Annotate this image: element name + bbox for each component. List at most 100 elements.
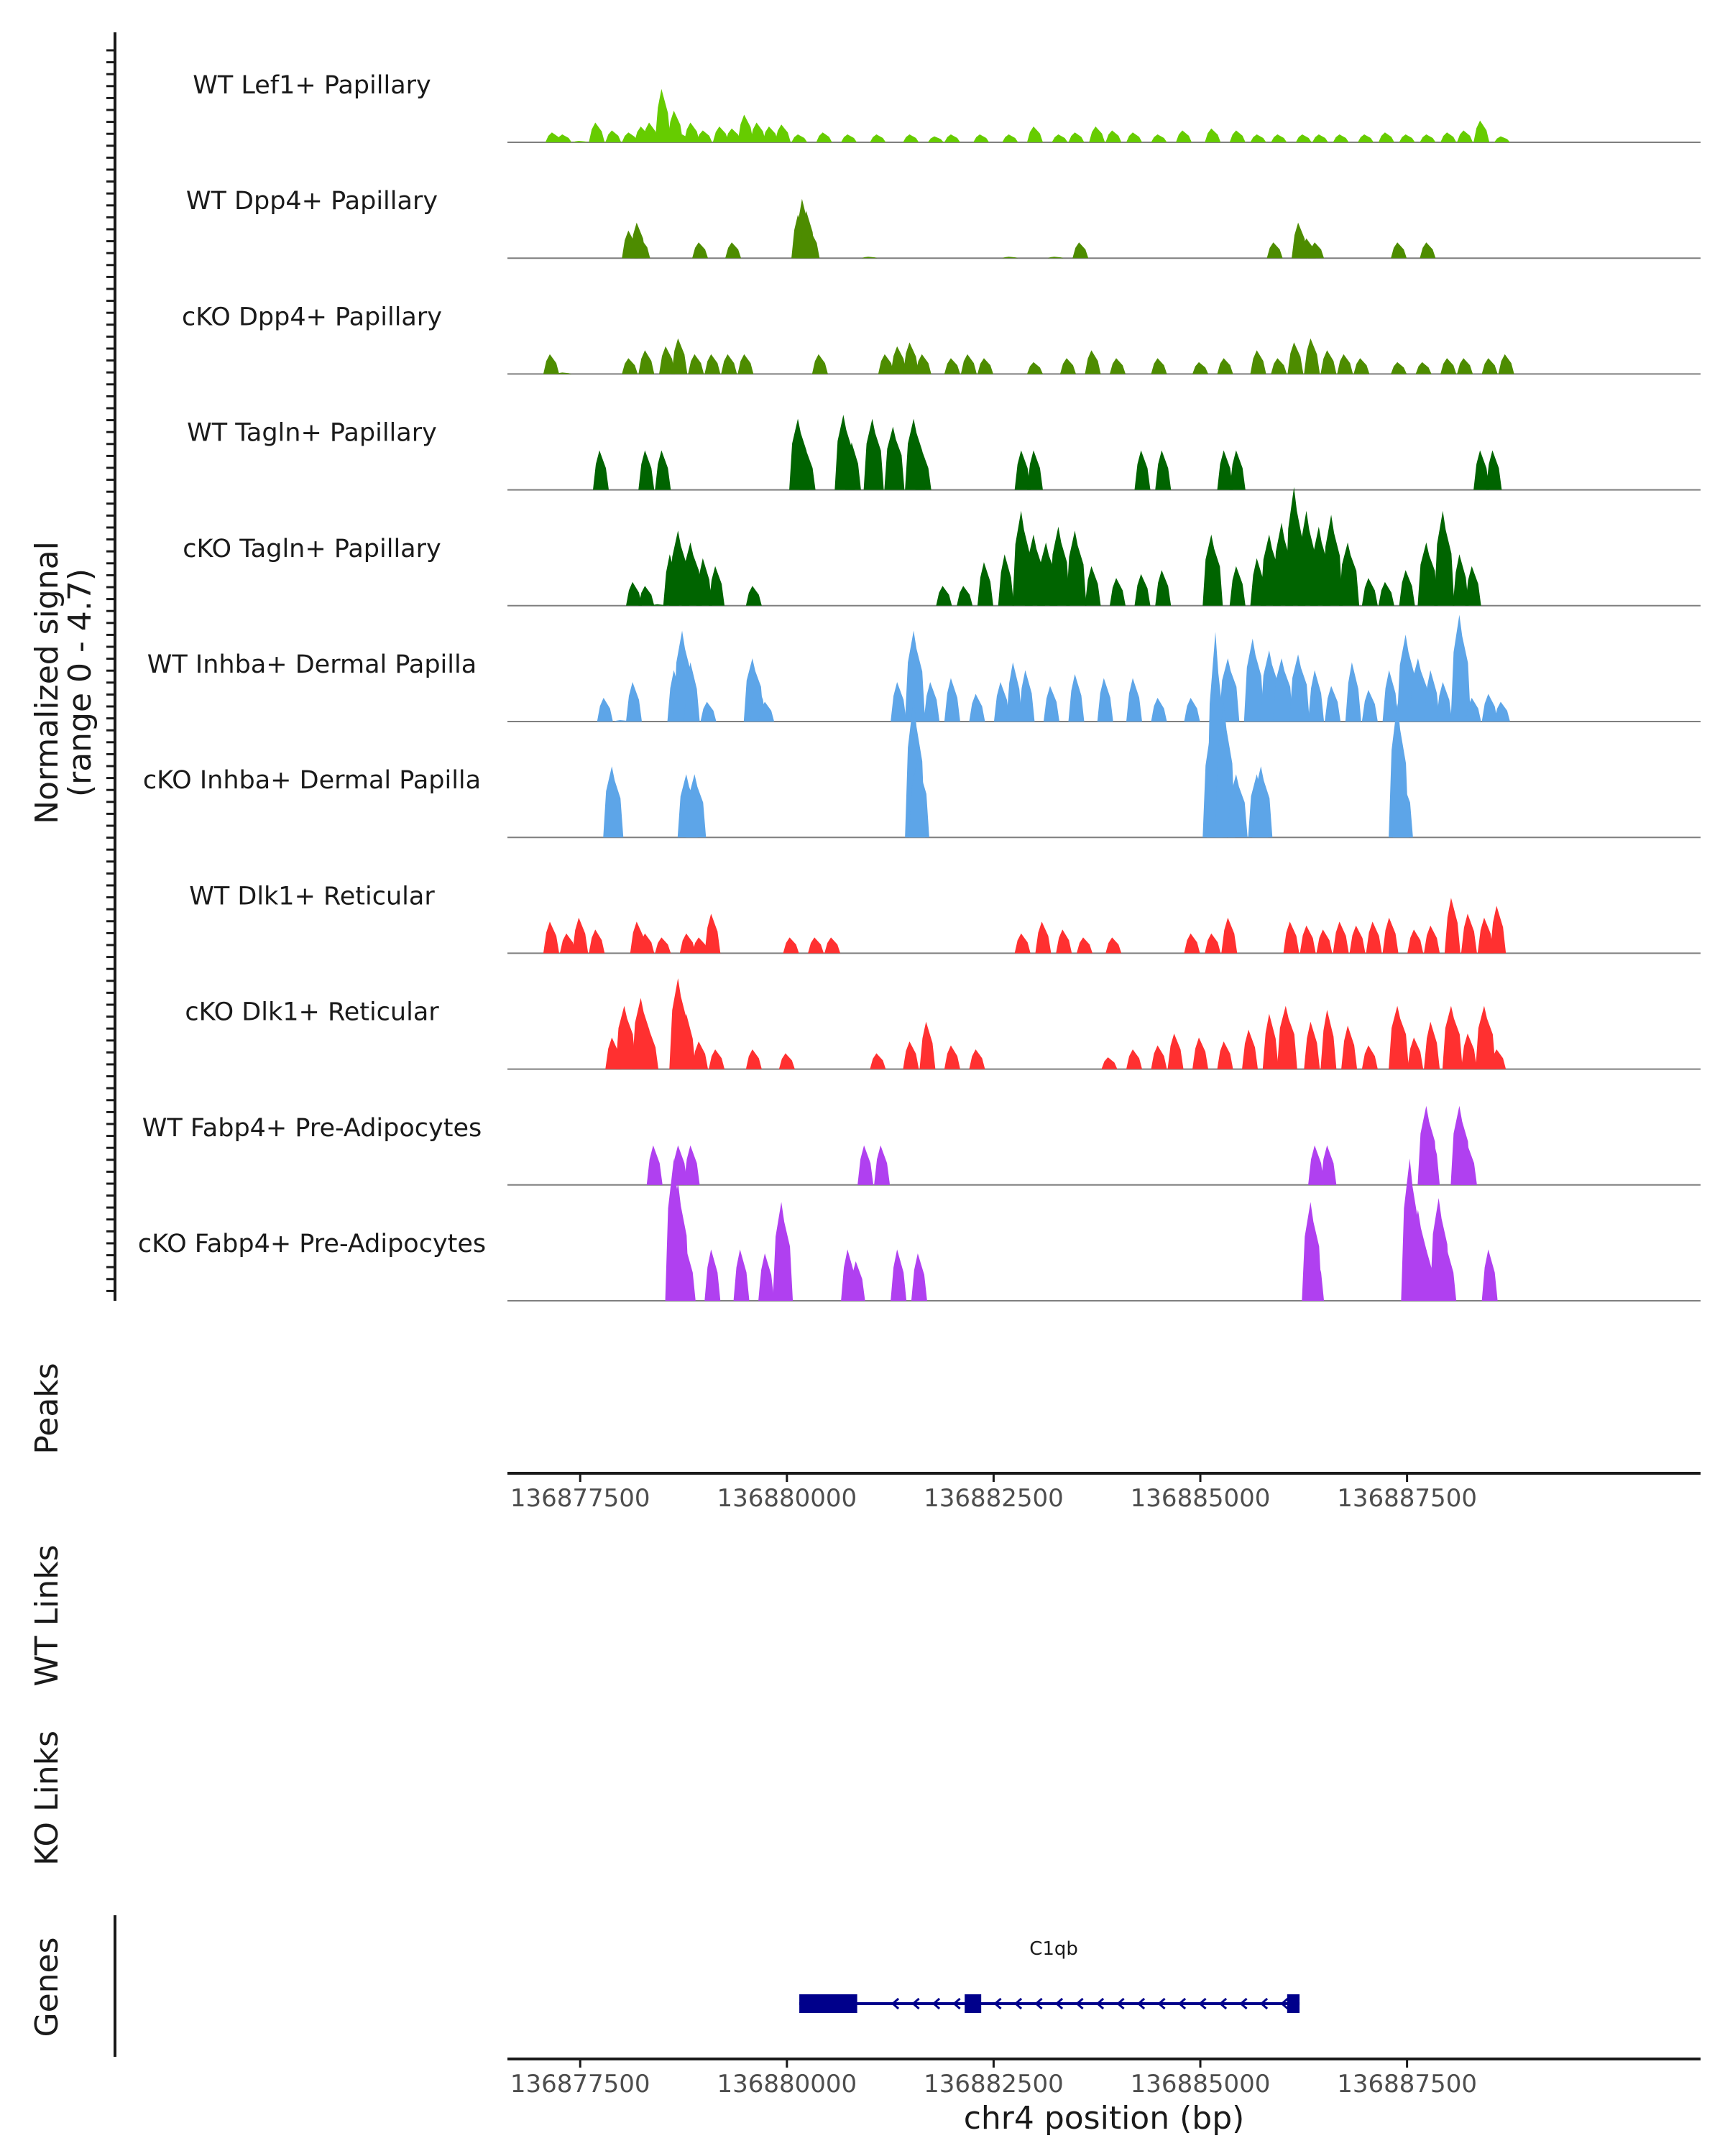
- signal-peak: [1453, 554, 1469, 606]
- signal-peak: [1349, 925, 1366, 954]
- signal-peak: [1287, 342, 1304, 374]
- signal-peak: [1308, 670, 1325, 722]
- signal-peak: [626, 581, 643, 606]
- signal-peak: [1361, 690, 1378, 722]
- signal-peak: [1049, 526, 1070, 606]
- signal-peak: [1389, 1005, 1409, 1069]
- signal-peak: [1052, 134, 1068, 142]
- signal-peak: [681, 542, 702, 606]
- signal-peak: [1085, 350, 1101, 374]
- signal-peak: [960, 354, 977, 374]
- y-axis-title: Normalized signal: [29, 541, 65, 824]
- strand-arrow: [1239, 1997, 1248, 2010]
- signal-peak: [1250, 134, 1266, 142]
- signal-peak: [745, 1049, 762, 1069]
- signal-peak: [750, 122, 766, 142]
- signal-peak: [1155, 450, 1172, 490]
- signal-peak: [704, 354, 721, 374]
- signal-peak: [1477, 917, 1494, 954]
- signal-peak: [1481, 358, 1498, 374]
- signal-peak: [655, 450, 671, 490]
- signal-peak: [891, 682, 907, 722]
- signal-peak: [891, 1249, 907, 1301]
- signal-peak: [1382, 917, 1399, 954]
- signal-peak: [903, 1041, 919, 1069]
- signal-peak: [626, 682, 643, 722]
- signal-peak: [721, 354, 737, 374]
- track-label: cKO Fabp4+ Pre-Adipocytes: [138, 1230, 486, 1258]
- track-5: WT Inhba+ Dermal Papilla: [147, 614, 1701, 722]
- signal-peak: [1440, 358, 1457, 374]
- signal-peak: [1300, 925, 1316, 954]
- signal-peak: [1312, 134, 1328, 142]
- gene-annotations: C1qb: [799, 1938, 1300, 2013]
- track-6: cKO Inhba+ Dermal Papilla: [143, 632, 1701, 839]
- x-tick-label: 136880000: [717, 1484, 857, 1513]
- signal-peak: [1109, 358, 1126, 374]
- signal-peak: [589, 122, 605, 142]
- signal-peak: [589, 929, 605, 954]
- signal-peak: [957, 586, 973, 606]
- signal-peak: [1490, 1049, 1506, 1069]
- track-4: cKO Tagln+ Papillary: [183, 487, 1701, 607]
- signal-peak: [924, 682, 940, 722]
- signal-peak: [592, 450, 609, 490]
- signal-peak: [1320, 1010, 1337, 1069]
- signal-peak: [712, 126, 729, 142]
- signal-peak: [1442, 1005, 1463, 1069]
- coverage-y-ticks: [106, 49, 115, 1292]
- signal-peak: [692, 242, 709, 259]
- signal-peak: [1424, 925, 1440, 954]
- signal-peak: [603, 766, 624, 838]
- signal-peak: [1076, 937, 1092, 954]
- signal-peak: [1250, 350, 1266, 374]
- signal-peak: [671, 338, 688, 374]
- signal-peak: [655, 937, 671, 954]
- signal-peak: [1026, 361, 1043, 374]
- signal-peak: [1184, 933, 1200, 954]
- signal-peak: [1066, 530, 1087, 606]
- signal-peak: [1320, 350, 1337, 374]
- signal-peak: [1056, 929, 1072, 954]
- signal-peak: [944, 358, 960, 374]
- signal-peak: [1378, 132, 1394, 142]
- signal-peak: [1217, 450, 1233, 490]
- track-label: cKO Tagln+ Papillary: [183, 535, 441, 563]
- signal-peak: [1126, 678, 1142, 722]
- signal-peak: [1089, 126, 1105, 142]
- peaks-panel-label: Peaks: [29, 1363, 65, 1454]
- strand-arrow: [1116, 1997, 1125, 2010]
- track-label: cKO Inhba+ Dermal Papilla: [143, 766, 481, 795]
- signal-peak: [908, 758, 929, 838]
- signal-peak: [1126, 1049, 1142, 1069]
- strand-arrow: [1177, 1997, 1187, 2010]
- track-1: WT Dpp4+ Papillary: [186, 187, 1701, 259]
- signal-peak: [737, 114, 754, 142]
- signal-peak: [684, 1145, 700, 1185]
- track-0: WT Lef1+ Papillary: [193, 71, 1701, 143]
- track-10: cKO Fabp4+ Pre-Adipocytes: [138, 1158, 1701, 1302]
- ko-links-panel-label: KO Links: [29, 1731, 65, 1866]
- signal-peak: [543, 921, 559, 954]
- signal-peak: [1308, 1145, 1325, 1185]
- strand-arrow: [1218, 1997, 1228, 2010]
- strand-arrow: [1034, 1997, 1043, 2010]
- signal-peak: [849, 1261, 865, 1301]
- signal-peak: [891, 346, 907, 374]
- signal-peak: [1227, 774, 1248, 838]
- genes-x-ticks: 136877500 136880000 136882500 136885000 1368…: [510, 2059, 1477, 2099]
- signal-peak: [816, 132, 832, 142]
- signal-peak: [1498, 354, 1514, 374]
- track-7: WT Dlk1+ Reticular: [189, 882, 1701, 954]
- x-tick-label: 136885000: [1131, 1484, 1271, 1513]
- signal-peak: [1105, 130, 1122, 142]
- signal-peak: [911, 1253, 927, 1301]
- track-8: cKO Dlk1+ Reticular: [185, 978, 1701, 1070]
- signal-peak: [944, 1045, 960, 1069]
- genes-panel-label: Genes: [29, 1937, 65, 2037]
- signal-peak: [1295, 134, 1312, 142]
- signal-peak: [1434, 510, 1455, 606]
- signal-peak: [1345, 662, 1361, 722]
- signal-peak: [1417, 542, 1438, 606]
- signal-peak: [1192, 1037, 1209, 1069]
